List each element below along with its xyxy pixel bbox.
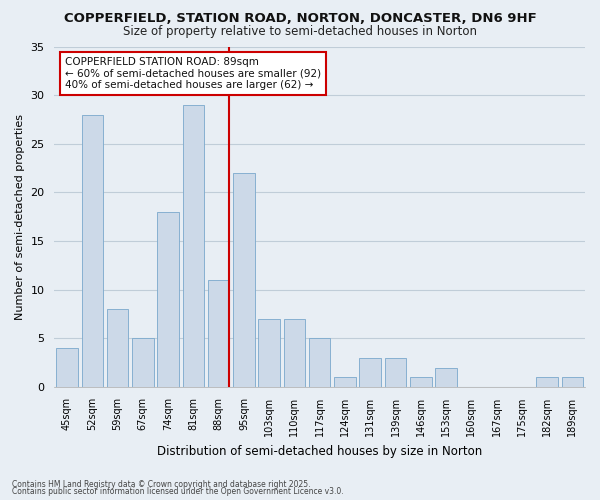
Bar <box>208 280 229 387</box>
Bar <box>56 348 78 387</box>
Bar <box>435 368 457 387</box>
Bar <box>182 105 204 387</box>
Bar <box>359 358 381 387</box>
Bar <box>410 378 431 387</box>
Bar <box>132 338 154 387</box>
Bar <box>385 358 406 387</box>
Bar <box>82 114 103 387</box>
Bar <box>107 309 128 387</box>
Text: Contains HM Land Registry data © Crown copyright and database right 2025.: Contains HM Land Registry data © Crown c… <box>12 480 311 489</box>
Bar <box>334 378 356 387</box>
Text: COPPERFIELD STATION ROAD: 89sqm
← 60% of semi-detached houses are smaller (92)
4: COPPERFIELD STATION ROAD: 89sqm ← 60% of… <box>65 56 321 90</box>
Bar <box>309 338 331 387</box>
Bar <box>562 378 583 387</box>
Text: COPPERFIELD, STATION ROAD, NORTON, DONCASTER, DN6 9HF: COPPERFIELD, STATION ROAD, NORTON, DONCA… <box>64 12 536 26</box>
Text: Size of property relative to semi-detached houses in Norton: Size of property relative to semi-detach… <box>123 25 477 38</box>
Y-axis label: Number of semi-detached properties: Number of semi-detached properties <box>15 114 25 320</box>
Bar <box>157 212 179 387</box>
Bar <box>233 173 254 387</box>
Text: Contains public sector information licensed under the Open Government Licence v3: Contains public sector information licen… <box>12 487 344 496</box>
X-axis label: Distribution of semi-detached houses by size in Norton: Distribution of semi-detached houses by … <box>157 444 482 458</box>
Bar <box>284 319 305 387</box>
Bar <box>259 319 280 387</box>
Bar <box>536 378 558 387</box>
